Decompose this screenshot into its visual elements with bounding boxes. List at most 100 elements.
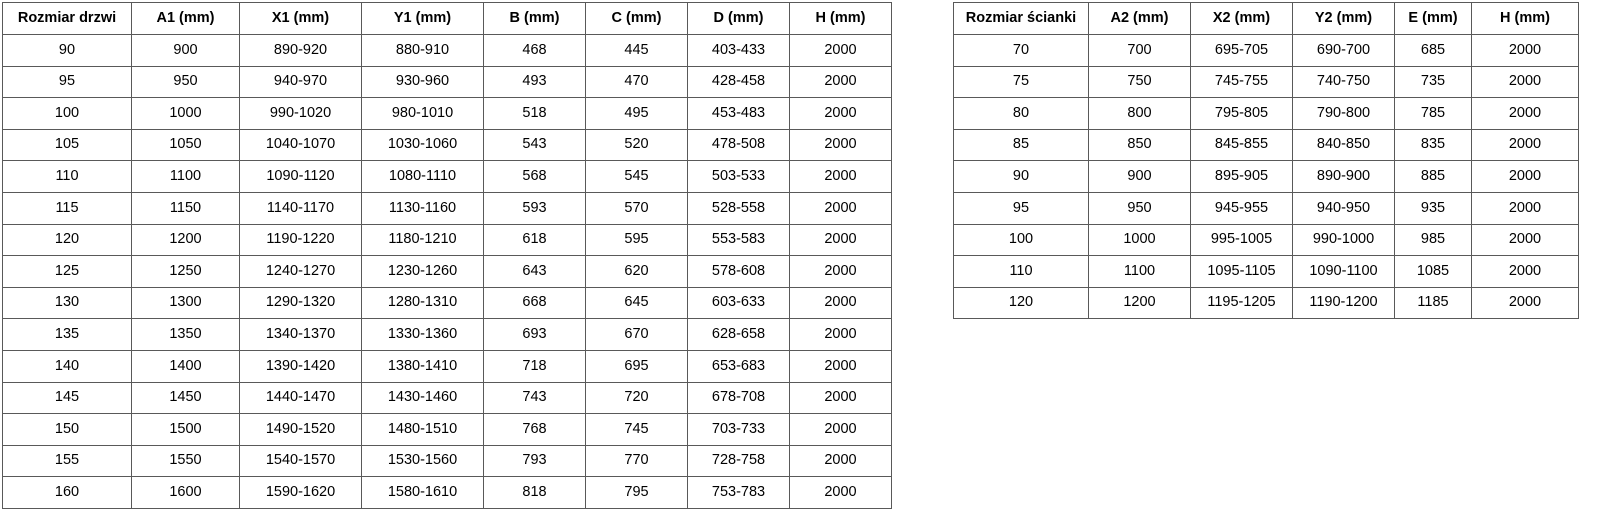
doors-row-size-cell: 135	[2, 318, 132, 351]
table-cell: 595	[585, 223, 688, 257]
table-cell: 570	[585, 191, 688, 225]
table-cell: 885	[1394, 160, 1472, 193]
table-row: 80 800 795-805 790-800 785 2000	[953, 97, 1579, 130]
table-cell: 2000	[789, 97, 892, 130]
table-cell: 1190-1220	[239, 223, 362, 257]
doors-column-header: Y1 (mm)	[361, 2, 484, 35]
table-cell: 743	[483, 381, 586, 415]
table-cell: 1140-1170	[239, 191, 362, 225]
table-row: 95 950 945-955 940-950 935 2000	[953, 191, 1579, 225]
table-row: 100 1000 995-1005 990-1000 985 2000	[953, 223, 1579, 257]
table-cell: 800	[1088, 97, 1191, 130]
table-cell: 643	[483, 255, 586, 288]
table-cell: 693	[483, 318, 586, 351]
doors-table-head: Rozmiar drzwi A1 (mm) X1 (mm) Y1 (mm) B (mm)…	[2, 2, 892, 35]
table-cell: 678-708	[687, 381, 790, 415]
table-cell: 835	[1394, 128, 1472, 162]
table-cell: 603-633	[687, 286, 790, 320]
wall-column-header: X2 (mm)	[1190, 2, 1293, 35]
table-cell: 1600	[131, 476, 240, 509]
doors-table-body: 90 900 890-920 880-910 468 445 403-433 2000 95 95…	[2, 34, 892, 509]
table-cell: 470	[585, 65, 688, 99]
table-cell: 1180-1210	[361, 223, 484, 257]
table-cell: 1200	[131, 223, 240, 257]
table-cell: 1185	[1394, 286, 1472, 320]
table-row: 115 1150 1140-1170 1130-1160 593 570 528-558 20…	[2, 191, 892, 225]
table-cell: 750	[1088, 65, 1191, 99]
doors-row-size-cell: 125	[2, 255, 132, 288]
doors-row-size-cell: 130	[2, 286, 132, 320]
table-cell: 1540-1570	[239, 444, 362, 478]
table-cell: 2000	[1471, 191, 1579, 225]
table-cell: 735	[1394, 65, 1472, 99]
table-cell: 1000	[1088, 223, 1191, 257]
wall-row-size-cell: 120	[953, 286, 1089, 320]
table-cell: 1400	[131, 349, 240, 383]
table-cell: 653-683	[687, 349, 790, 383]
table-cell: 718	[483, 349, 586, 383]
doors-row-size-cell: 95	[2, 65, 132, 99]
table-cell: 568	[483, 160, 586, 193]
wall-column-header: E (mm)	[1394, 2, 1472, 35]
doors-column-header: B (mm)	[483, 2, 586, 35]
table-row: 100 1000 990-1020 980-1010 518 495 453-483 2000	[2, 97, 892, 130]
table-row: 140 1400 1390-1420 1380-1410 718 695 653-683 20…	[2, 349, 892, 383]
table-cell: 1390-1420	[239, 349, 362, 383]
table-cell: 1150	[131, 191, 240, 225]
table-row: 135 1350 1340-1370 1330-1360 693 670 628-658 20…	[2, 318, 892, 351]
table-cell: 1080-1110	[361, 160, 484, 193]
table-cell: 1530-1560	[361, 444, 484, 478]
table-cell: 2000	[1471, 128, 1579, 162]
table-cell: 645	[585, 286, 688, 320]
table-cell: 503-533	[687, 160, 790, 193]
table-cell: 950	[131, 65, 240, 99]
table-cell: 995-1005	[1190, 223, 1293, 257]
table-cell: 2000	[1471, 160, 1579, 193]
table-cell: 2000	[789, 349, 892, 383]
table-cell: 1290-1320	[239, 286, 362, 320]
table-cell: 1580-1610	[361, 476, 484, 509]
table-cell: 1000	[131, 97, 240, 130]
table-cell: 818	[483, 476, 586, 509]
table-cell: 1095-1105	[1190, 255, 1293, 288]
table-cell: 1130-1160	[361, 191, 484, 225]
wall-row-size-cell: 70	[953, 34, 1089, 67]
doors-row-size-cell: 140	[2, 349, 132, 383]
table-cell: 940-970	[239, 65, 362, 99]
table-row: 155 1550 1540-1570 1530-1560 793 770 728-758 20…	[2, 444, 892, 478]
table-cell: 930-960	[361, 65, 484, 99]
table-cell: 1090-1100	[1292, 255, 1395, 288]
table-cell: 945-955	[1190, 191, 1293, 225]
table-cell: 478-508	[687, 128, 790, 162]
table-cell: 703-733	[687, 413, 790, 446]
wall-row-size-cell: 100	[953, 223, 1089, 257]
table-cell: 2000	[789, 476, 892, 509]
table-cell: 895-905	[1190, 160, 1293, 193]
table-cell: 1030-1060	[361, 128, 484, 162]
table-cell: 768	[483, 413, 586, 446]
table-cell: 1300	[131, 286, 240, 320]
wall-row-size-cell: 110	[953, 255, 1089, 288]
doors-size-table: Rozmiar drzwi A1 (mm) X1 (mm) Y1 (mm) B (mm)…	[2, 2, 892, 509]
table-row: 90 900 895-905 890-900 885 2000	[953, 160, 1579, 193]
table-row: 95 950 940-970 930-960 493 470 428-458 2000	[2, 65, 892, 99]
table-cell: 2000	[789, 34, 892, 67]
doors-column-header: D (mm)	[687, 2, 790, 35]
table-row: 110 1100 1095-1105 1090-1100 1085 2000	[953, 255, 1579, 288]
table-cell: 1340-1370	[239, 318, 362, 351]
table-cell: 695-705	[1190, 34, 1293, 67]
table-cell: 628-658	[687, 318, 790, 351]
wall-size-table-container: Rozmiar ścianki A2 (mm) X2 (mm) Y2 (mm) E (m…	[953, 2, 1579, 320]
table-row: 70 700 695-705 690-700 685 2000	[953, 34, 1579, 67]
wall-column-header: H (mm)	[1471, 2, 1579, 35]
table-cell: 900	[1088, 160, 1191, 193]
doors-row-size-cell: 145	[2, 381, 132, 415]
wall-column-header: Y2 (mm)	[1292, 2, 1395, 35]
table-cell: 1240-1270	[239, 255, 362, 288]
table-row: 120 1200 1190-1220 1180-1210 618 595 553-583 20…	[2, 223, 892, 257]
doors-column-header: Rozmiar drzwi	[2, 2, 132, 35]
table-row: 130 1300 1290-1320 1280-1310 668 645 603-633 20…	[2, 286, 892, 320]
table-cell: 668	[483, 286, 586, 320]
table-cell: 2000	[789, 318, 892, 351]
